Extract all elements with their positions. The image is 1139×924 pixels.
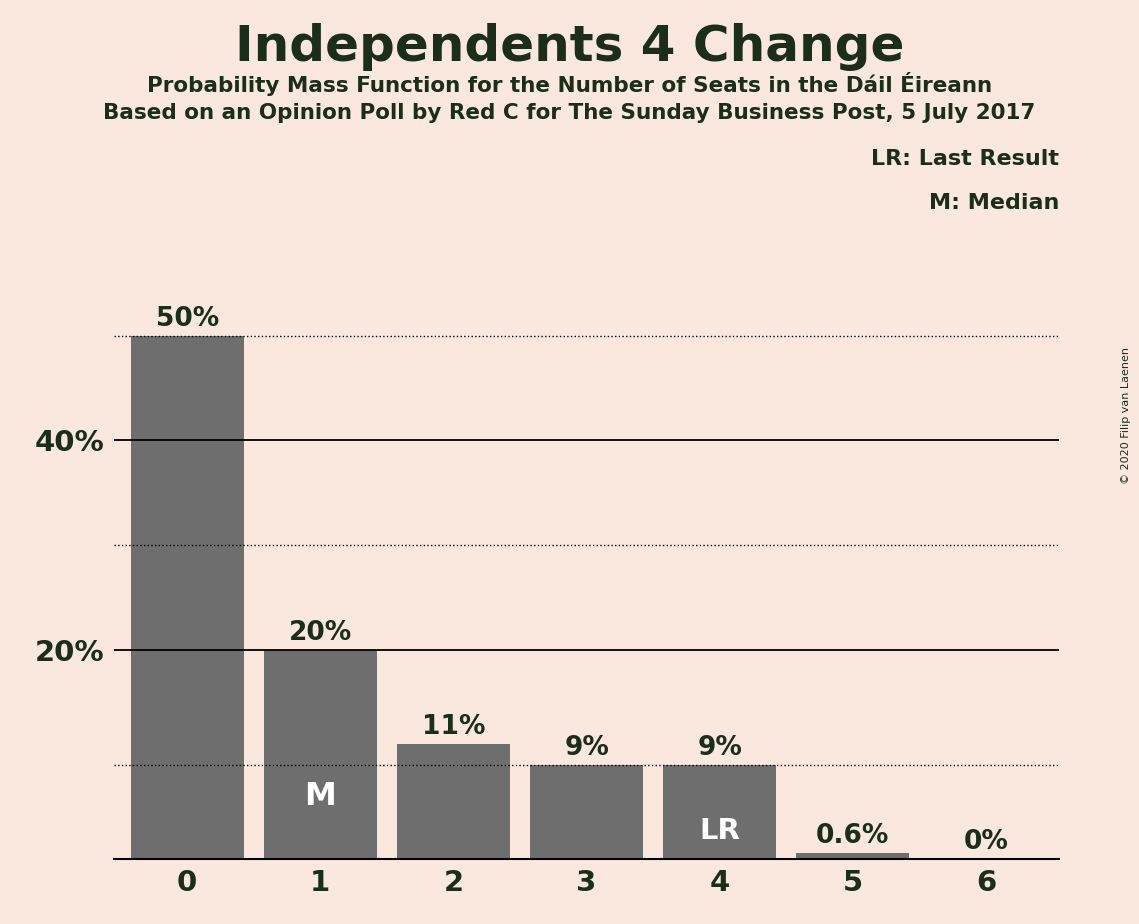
Text: LR: Last Result: LR: Last Result [871, 150, 1059, 169]
Text: Based on an Opinion Poll by Red C for The Sunday Business Post, 5 July 2017: Based on an Opinion Poll by Red C for Th… [104, 103, 1035, 124]
Text: M: M [304, 781, 336, 812]
Bar [663, 765, 777, 859]
Text: 11%: 11% [421, 714, 485, 740]
Text: 20%: 20% [288, 620, 352, 646]
Bar [530, 765, 644, 859]
Text: 50%: 50% [156, 306, 219, 332]
Bar [131, 335, 244, 859]
Bar [264, 650, 377, 859]
Text: Probability Mass Function for the Number of Seats in the Dáil Éireann: Probability Mass Function for the Number… [147, 72, 992, 96]
Text: 9%: 9% [697, 735, 743, 760]
Text: © 2020 Filip van Laenen: © 2020 Filip van Laenen [1121, 347, 1131, 484]
Text: 9%: 9% [564, 735, 609, 760]
Bar [796, 853, 909, 859]
Bar [396, 744, 510, 859]
Text: LR: LR [699, 817, 740, 845]
Text: Independents 4 Change: Independents 4 Change [235, 23, 904, 71]
Text: 0.6%: 0.6% [817, 823, 890, 849]
Text: M: Median: M: Median [929, 193, 1059, 213]
Text: 0%: 0% [964, 829, 1008, 855]
